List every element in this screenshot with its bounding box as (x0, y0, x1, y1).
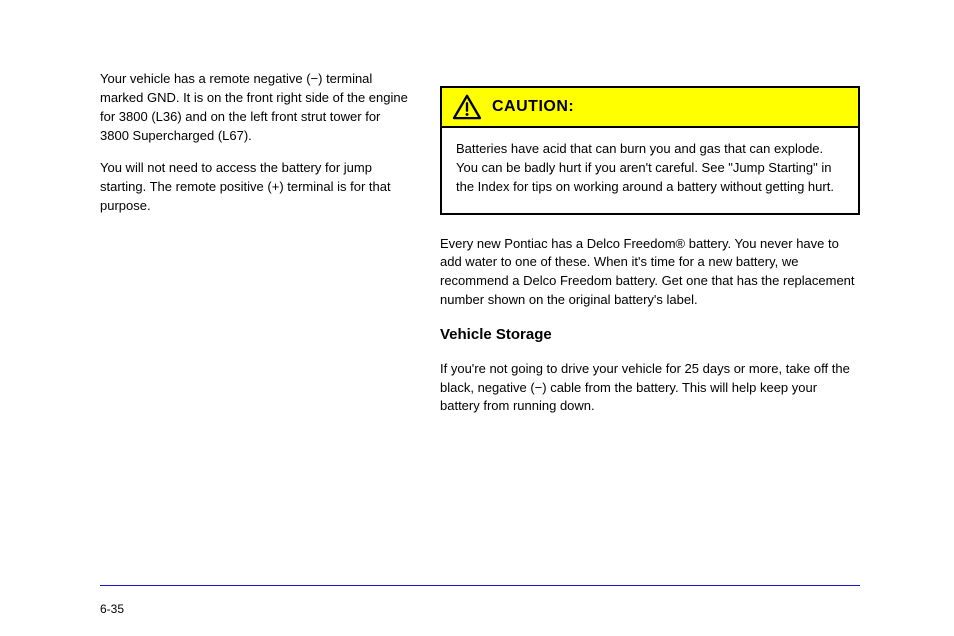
page-number: 6-35 (100, 602, 124, 616)
right-heading: Vehicle Storage (440, 324, 860, 346)
footer-rule (100, 585, 860, 586)
caution-box: CAUTION: Batteries have acid that can bu… (440, 86, 860, 215)
right-paragraph-2: If you're not going to drive your vehicl… (440, 360, 860, 417)
right-column: CAUTION: Batteries have acid that can bu… (440, 86, 860, 430)
left-column: Your vehicle has a remote negative (−) t… (100, 70, 410, 230)
below-caution-text: Every new Pontiac has a Delco Freedom® b… (440, 235, 860, 417)
right-paragraph-1: Every new Pontiac has a Delco Freedom® b… (440, 235, 860, 310)
warning-triangle-icon (452, 94, 482, 120)
left-paragraph-2: You will not need to access the battery … (100, 159, 410, 216)
left-paragraph-1: Your vehicle has a remote negative (−) t… (100, 70, 410, 145)
manual-page: Your vehicle has a remote negative (−) t… (0, 0, 954, 636)
caution-body-text: Batteries have acid that can burn you an… (442, 128, 858, 213)
caution-label: CAUTION: (492, 98, 574, 116)
caution-header: CAUTION: (442, 88, 858, 128)
